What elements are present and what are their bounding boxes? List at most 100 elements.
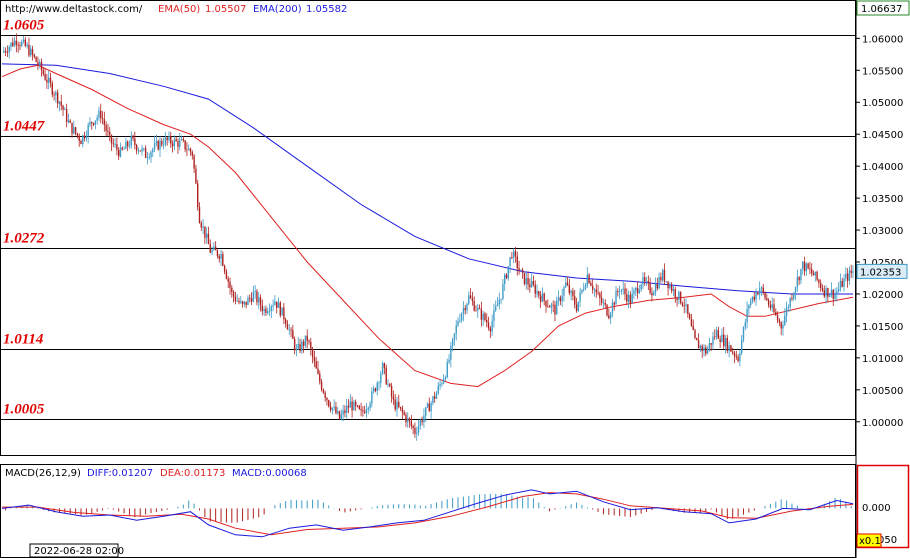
candle-body bbox=[618, 291, 621, 293]
candle-body bbox=[396, 401, 398, 410]
candle-body bbox=[814, 271, 816, 276]
candle-body bbox=[148, 157, 150, 159]
candle-body bbox=[87, 124, 89, 137]
candle-body bbox=[692, 326, 694, 331]
candle-body bbox=[435, 393, 438, 399]
candle-body bbox=[547, 306, 549, 308]
top-price-value: 1.06637 bbox=[861, 4, 902, 15]
candle-body bbox=[471, 298, 474, 302]
candle-body bbox=[636, 287, 639, 294]
candle-body bbox=[500, 298, 502, 300]
candle-body bbox=[141, 148, 143, 152]
candle-body bbox=[60, 101, 62, 106]
candle-body bbox=[22, 39, 25, 42]
candle-body bbox=[730, 345, 732, 352]
candle-body bbox=[137, 150, 140, 152]
candle-body bbox=[843, 278, 845, 287]
candle-body bbox=[642, 277, 644, 285]
candle-body bbox=[582, 289, 585, 290]
candle-body bbox=[249, 297, 251, 299]
candle-body bbox=[383, 363, 386, 368]
candle-body bbox=[514, 251, 517, 257]
candle-body bbox=[586, 274, 588, 286]
candle-body bbox=[259, 297, 262, 306]
candle-body bbox=[687, 304, 689, 315]
candle-body bbox=[557, 297, 560, 301]
candle-body bbox=[437, 385, 439, 394]
candle-body bbox=[53, 94, 55, 96]
candle-body bbox=[134, 138, 136, 146]
candle-body bbox=[132, 135, 134, 139]
candle-body bbox=[346, 405, 348, 413]
candle-body bbox=[816, 271, 818, 280]
candle-body bbox=[530, 281, 533, 288]
candle-body bbox=[85, 136, 88, 139]
candle-body bbox=[320, 381, 323, 390]
candle-body bbox=[123, 148, 125, 150]
y-axis-tick-label: 1.06000 bbox=[862, 34, 903, 45]
candle-body bbox=[362, 410, 364, 412]
candle-body bbox=[647, 281, 650, 283]
candle-body bbox=[356, 405, 359, 407]
candle-body bbox=[44, 74, 46, 80]
candle-body bbox=[489, 327, 492, 332]
candle-body bbox=[468, 295, 470, 304]
candle-body bbox=[207, 233, 210, 245]
candle-body bbox=[793, 293, 795, 299]
candle-body bbox=[800, 269, 802, 281]
date-label: 2022-06-28 02:00 bbox=[34, 546, 124, 557]
candle-body bbox=[516, 256, 518, 269]
candle-body bbox=[232, 291, 235, 297]
macd-value: MACD:0.00068 bbox=[232, 468, 307, 479]
candle-body bbox=[769, 304, 772, 308]
candle-body bbox=[329, 406, 332, 410]
candle-body bbox=[624, 288, 626, 295]
candle-body bbox=[507, 266, 509, 279]
candle-body bbox=[425, 407, 427, 416]
current-price-value: 1.02353 bbox=[860, 267, 901, 278]
candle-body bbox=[292, 330, 294, 339]
candle-body bbox=[739, 353, 741, 362]
candle-body bbox=[277, 302, 280, 308]
candle-body bbox=[825, 288, 827, 297]
candle-body bbox=[658, 277, 660, 289]
candle-body bbox=[35, 56, 37, 62]
candle-body bbox=[143, 148, 145, 150]
macd-axis-tick: 0.000 bbox=[862, 503, 891, 514]
candle-body bbox=[254, 291, 256, 293]
candle-body bbox=[94, 120, 97, 125]
candle-body bbox=[198, 207, 201, 223]
candle-body bbox=[690, 319, 693, 327]
candle-body bbox=[525, 278, 527, 285]
candle-body bbox=[852, 271, 854, 273]
candle-body bbox=[275, 301, 278, 308]
candle-body bbox=[19, 45, 21, 47]
candle-body bbox=[548, 306, 551, 308]
candle-body bbox=[600, 298, 603, 303]
candle-body bbox=[473, 301, 475, 311]
candle-body bbox=[405, 414, 407, 423]
candle-body bbox=[46, 79, 48, 83]
candle-body bbox=[714, 336, 716, 338]
candle-body bbox=[805, 263, 808, 272]
candle-body bbox=[645, 281, 648, 282]
candle-body bbox=[13, 40, 16, 46]
candle-body bbox=[538, 291, 540, 296]
candle-body bbox=[789, 298, 791, 308]
candle-body bbox=[107, 130, 109, 132]
candle-body bbox=[306, 335, 308, 341]
candle-body bbox=[455, 325, 457, 334]
candle-body bbox=[748, 305, 750, 309]
candle-body bbox=[65, 109, 68, 122]
candle-body bbox=[674, 289, 676, 298]
candle-body bbox=[683, 305, 685, 307]
candle-body bbox=[83, 135, 86, 139]
candle-body bbox=[794, 287, 797, 294]
level-label: 1.0605 bbox=[3, 18, 45, 34]
candle-body bbox=[441, 383, 443, 385]
candle-body bbox=[162, 144, 165, 146]
candle-body bbox=[556, 300, 558, 315]
candle-body bbox=[565, 282, 567, 288]
candle-body bbox=[848, 270, 851, 281]
y-axis-tick-label: 1.02000 bbox=[862, 290, 903, 301]
